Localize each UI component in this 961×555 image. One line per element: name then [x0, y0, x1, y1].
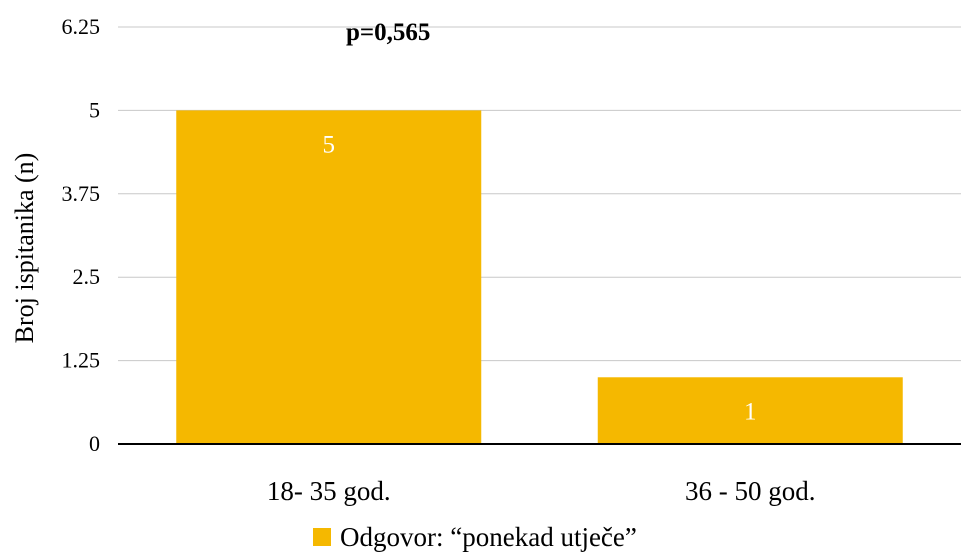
legend-label: Odgovor: “ponekad utječe” — [340, 522, 637, 552]
x-category-label: 18- 35 god. — [267, 476, 391, 506]
y-tick-label: 5 — [89, 97, 100, 122]
y-tick-label: 2.5 — [73, 264, 101, 289]
y-axis-title: Broj ispitanika (n) — [10, 153, 39, 344]
bar — [176, 110, 482, 445]
p-value-annotation: p=0,565 — [346, 19, 430, 46]
legend-swatch — [313, 528, 331, 546]
y-tick-label: 1.25 — [62, 348, 101, 373]
legend: Odgovor: “ponekad utječe” — [313, 522, 637, 552]
x-axis-category-labels: 18- 35 god. 36 - 50 god. — [267, 476, 816, 506]
bars — [176, 110, 903, 445]
bar — [597, 377, 903, 444]
x-category-label: 36 - 50 god. — [685, 476, 816, 506]
y-axis-tick-labels: 0 1.25 2.5 3.75 5 6.25 — [62, 14, 101, 456]
data-labels: 51 — [323, 131, 757, 425]
y-tick-label: 3.75 — [62, 181, 101, 206]
bar-data-label: 5 — [323, 131, 336, 158]
bar-data-label: 1 — [744, 398, 757, 425]
y-tick-label: 6.25 — [62, 14, 101, 39]
y-tick-label: 0 — [89, 431, 100, 456]
